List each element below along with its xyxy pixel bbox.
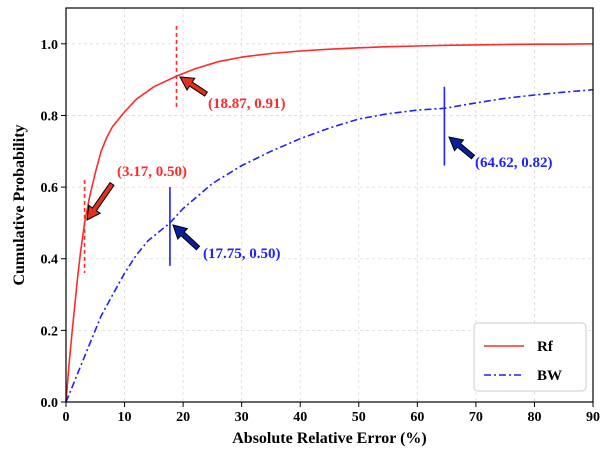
x-tick-label: 50 <box>352 410 366 425</box>
annotation-arrow <box>172 224 201 251</box>
annotation-arrow <box>179 76 208 97</box>
x-tick-label: 40 <box>293 410 307 425</box>
y-tick-label: 0.8 <box>41 109 59 124</box>
annotation-label: (3.17, 0.50) <box>117 164 187 180</box>
x-tick-label: 20 <box>176 410 190 425</box>
annotation-arrow <box>448 136 476 160</box>
y-tick-label: 0.6 <box>41 181 59 196</box>
plot-frame <box>65 7 594 403</box>
x-axis-title: Absolute Relative Error (%) <box>232 430 426 447</box>
series-line-bw <box>65 88 594 403</box>
y-tick-label: 0.2 <box>41 324 59 339</box>
legend-label-bw: BW <box>537 368 562 384</box>
x-tick-label: 60 <box>410 410 424 425</box>
y-tick-label: 1.0 <box>41 38 59 53</box>
x-tick-label: 70 <box>469 410 483 425</box>
annotation-label: (17.75, 0.50) <box>203 246 281 262</box>
annotation-label: (64.62, 0.82) <box>475 155 553 171</box>
tick-layer: 0 10 20 30 40 50 60 70 80 90 0.0 0.2 0.4 0.6 0.8 1.0 <box>41 38 601 425</box>
x-tick-label: 90 <box>586 410 600 425</box>
x-tick-label: 0 <box>63 410 70 425</box>
x-tick-label: 30 <box>235 410 249 425</box>
y-tick-label: 0.0 <box>41 396 59 411</box>
legend-label-rf: Rf <box>537 339 554 355</box>
annotation-layer: (3.17, 0.50) (18.87, 0.91) (17.75, 0.50) (6… <box>83 25 553 274</box>
annotation-arrow <box>86 181 115 221</box>
y-tick-label: 0.4 <box>41 253 59 268</box>
annotation-label: (18.87, 0.91) <box>208 96 286 112</box>
legend-box <box>473 322 587 392</box>
legend: Rf BW <box>473 322 587 392</box>
y-axis-title: Cumulative Probability <box>11 124 28 285</box>
x-tick-label: 10 <box>118 410 132 425</box>
x-tick-label: 80 <box>527 410 541 425</box>
